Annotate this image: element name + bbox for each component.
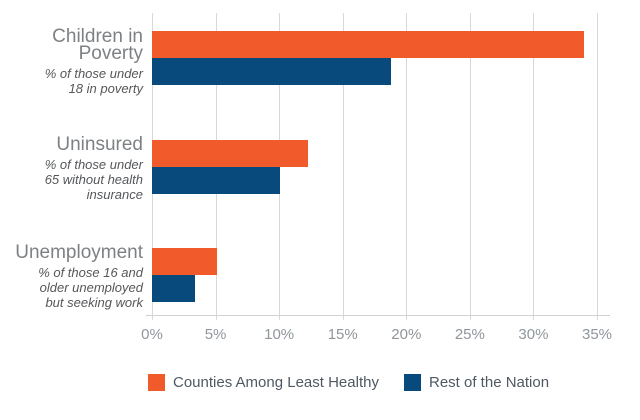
category-label: Unemployment — [0, 242, 143, 263]
category-sublabel-line: % of those under — [44, 66, 143, 81]
legend-swatch — [404, 374, 421, 391]
x-tick-label: 25% — [454, 326, 485, 343]
category-sublabel: % of those 16 and older unemployed but see… — [0, 265, 143, 310]
plot-area: 0% 5% 10% 15% 20% 25% 30% 35% — [141, 13, 612, 343]
x-tick-label: 10% — [264, 326, 295, 343]
category-label-line: Children in — [52, 26, 143, 47]
legend-swatch — [148, 374, 165, 391]
category-label-block: Unemployment% of those 16 and older unemp… — [0, 242, 143, 310]
category-label-line: Poverty — [78, 43, 143, 64]
bar-rest-of-nation-0 — [152, 58, 392, 85]
category-sublabel-line: older unemployed — [39, 280, 143, 295]
gridline — [342, 13, 344, 320]
x-tick-label: 5% — [204, 326, 227, 343]
bar-rest-of-nation-2 — [152, 275, 196, 302]
category-sublabel-line: 18 in poverty — [68, 81, 143, 96]
category-sublabel-line: % of those 16 and — [38, 265, 143, 280]
category-label-line: Unemployment — [15, 242, 143, 263]
gridline — [597, 13, 598, 320]
gridline — [533, 13, 535, 320]
x-tick-label: 20% — [391, 326, 422, 343]
category-label: Uninsured — [0, 134, 143, 155]
legend-item: Rest of the Nation — [404, 373, 549, 392]
category-sublabel-line: insurance — [86, 187, 143, 202]
x-tick-label: 15% — [327, 326, 358, 343]
bar-least-healthy-2 — [152, 248, 217, 275]
bar-least-healthy-1 — [152, 140, 309, 167]
x-tick-label: 35% — [581, 326, 613, 343]
gridline — [406, 13, 408, 320]
category-sublabel-line: but seeking work — [45, 295, 143, 310]
legend-label: Counties Among Least Healthy — [173, 374, 379, 391]
legend-item: Counties Among Least Healthy — [148, 373, 379, 392]
category-sublabel: % of those under 65 without health insuran… — [0, 157, 143, 202]
category-label-block: Children in Poverty% of those under 18 in … — [0, 26, 143, 96]
x-axis-line — [146, 315, 610, 316]
category-label: Children in Poverty — [0, 26, 143, 64]
x-tick-label: 30% — [518, 326, 549, 343]
bar-rest-of-nation-1 — [152, 167, 281, 194]
gridline — [469, 13, 471, 320]
category-label-block: Uninsured% of those under 65 without heal… — [0, 134, 143, 202]
category-sublabel: % of those under 18 in poverty — [0, 66, 143, 96]
category-label-line: Uninsured — [56, 134, 143, 155]
category-sublabel-line: 65 without health — [44, 172, 143, 187]
category-sublabel-line: % of those under — [44, 157, 143, 172]
legend-label: Rest of the Nation — [429, 374, 550, 391]
bar-least-healthy-0 — [152, 31, 585, 58]
x-tick-label: 0% — [141, 326, 163, 343]
